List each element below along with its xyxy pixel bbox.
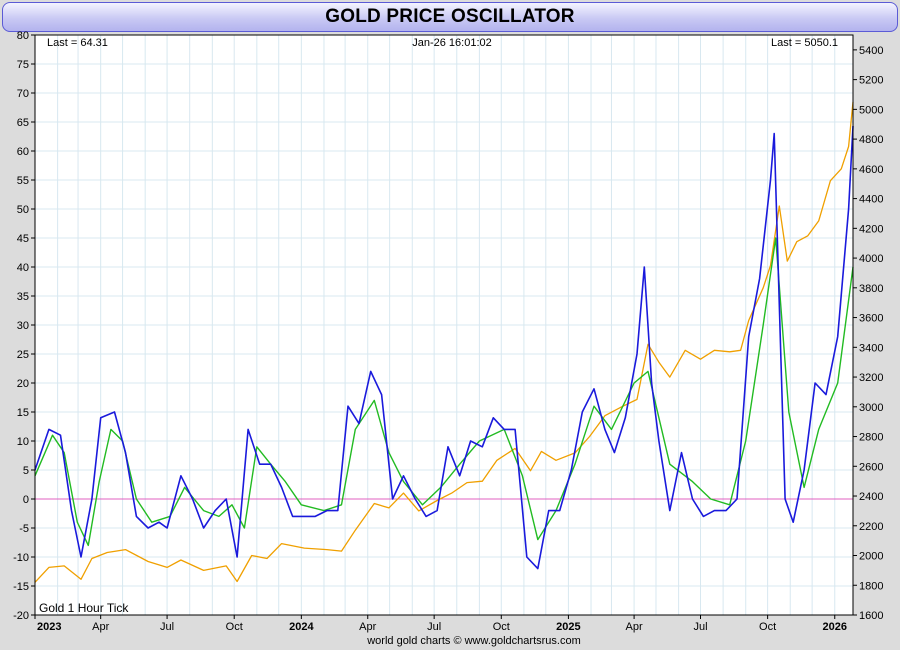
- plot-border: [34, 34, 854, 616]
- y-right-tick-label: 1800: [859, 580, 883, 592]
- last-oscillator-label: Last = 64.31: [47, 37, 108, 49]
- price-series-line: [34, 101, 854, 583]
- y-right-tick-label: 2600: [859, 461, 883, 473]
- grid-layer: [34, 34, 853, 616]
- x-tick-label: Jul: [160, 621, 174, 633]
- y-right-tick-label: 4800: [859, 134, 883, 146]
- chart-title: GOLD PRICE OSCILLATOR: [325, 6, 575, 27]
- y-right-tick-label: 5200: [859, 75, 883, 87]
- y-left-tick-label: 25: [17, 349, 29, 361]
- y-right-tick-label: 3400: [859, 342, 883, 354]
- x-tick-label: Oct: [226, 621, 243, 633]
- y-right-tick-label: 4000: [859, 253, 883, 265]
- y-right-tick-label: 1600: [859, 610, 883, 622]
- x-tick-label: Apr: [359, 621, 376, 633]
- x-tick-label: 2024: [289, 621, 314, 633]
- y-right-tick-label: 5000: [859, 104, 883, 116]
- y-left-tick-label: -10: [13, 552, 29, 564]
- y-right-tick-label: 2400: [859, 491, 883, 503]
- y-right-tick-label: 3800: [859, 283, 883, 295]
- credit-label: world gold charts © www.goldchartsrus.co…: [366, 635, 581, 647]
- y-right-tick-label: 2200: [859, 521, 883, 533]
- last-price-label: Last = 5050.1: [771, 37, 838, 49]
- series-legend: Gold 1 Hour Tick: [39, 601, 129, 615]
- y-left-tick-label: 5: [23, 465, 29, 477]
- x-tick-label: 2023: [37, 621, 61, 633]
- x-tick-label: 2025: [556, 621, 580, 633]
- y-left-tick-label: -5: [19, 523, 29, 535]
- x-tick-label: Apr: [626, 621, 643, 633]
- y-left-tick-label: -15: [13, 581, 29, 593]
- series-layer: [34, 101, 854, 583]
- y-left-tick-label: 65: [17, 117, 29, 129]
- y-left-tick-label: 45: [17, 233, 29, 245]
- y-left-tick-label: 60: [17, 146, 29, 158]
- x-tick-label: 2026: [823, 621, 847, 633]
- y-left-tick-label: 20: [17, 378, 29, 390]
- y-right-tick-label: 4200: [859, 223, 883, 235]
- signal-series-line: [34, 237, 854, 547]
- y-left-tick-label: 50: [17, 204, 29, 216]
- y-right-tick-label: 4400: [859, 194, 883, 206]
- y-left-tick-label: 75: [17, 59, 29, 71]
- y-right-tick-label: 3200: [859, 372, 883, 384]
- y-left-tick-label: 70: [17, 88, 29, 100]
- x-tick-label: Apr: [92, 621, 109, 633]
- y-left-tick-label: 15: [17, 407, 29, 419]
- y-left-tick-label: 30: [17, 320, 29, 332]
- x-tick-label: Jul: [693, 621, 707, 633]
- y-left-tick-label: 0: [23, 494, 29, 506]
- title-bar: GOLD PRICE OSCILLATOR: [2, 2, 898, 32]
- y-left-tick-label: 55: [17, 175, 29, 187]
- oscillator-series-line: [34, 125, 854, 570]
- y-right-tick-label: 3000: [859, 402, 883, 414]
- y-left-tick-label: -20: [13, 610, 29, 622]
- x-tick-label: Oct: [493, 621, 510, 633]
- y-right-tick-label: 3600: [859, 313, 883, 325]
- y-left-tick-label: 40: [17, 262, 29, 274]
- x-tick-label: Oct: [759, 621, 776, 633]
- y-right-tick-label: 4600: [859, 164, 883, 176]
- tick-layer: -20-15-10-505101520253035404550556065707…: [13, 30, 883, 633]
- x-tick-label: Jul: [427, 621, 441, 633]
- y-left-tick-label: 80: [17, 30, 29, 42]
- y-left-tick-label: 10: [17, 436, 29, 448]
- y-left-tick-label: 35: [17, 291, 29, 303]
- y-right-tick-label: 5400: [859, 45, 883, 57]
- y-right-tick-label: 2000: [859, 551, 883, 563]
- timestamp-label: Jan-26 16:01:02: [412, 37, 492, 49]
- y-right-tick-label: 2800: [859, 432, 883, 444]
